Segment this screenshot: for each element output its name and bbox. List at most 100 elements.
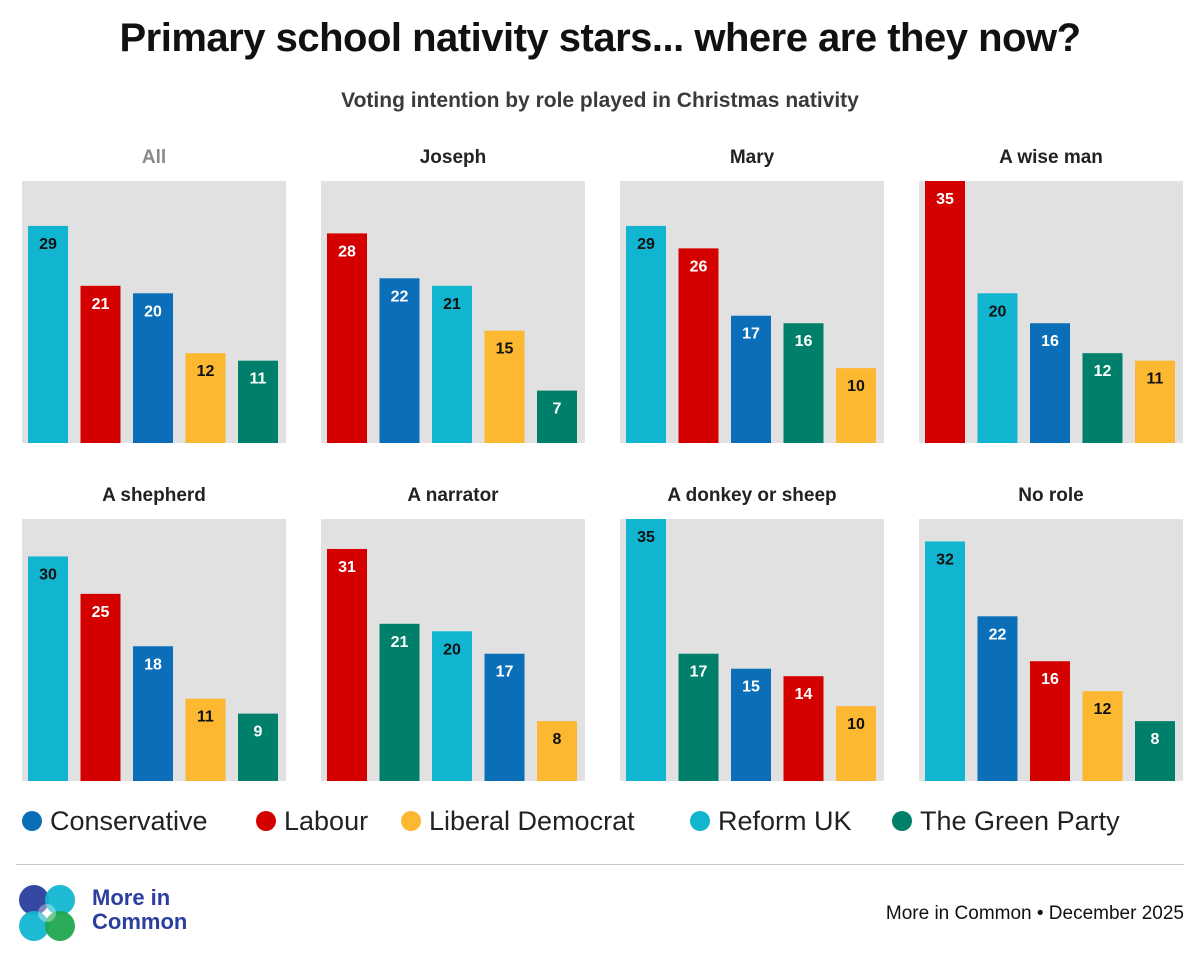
bar-conservative — [731, 315, 771, 443]
bar-value-label: 12 — [197, 363, 215, 380]
panel-title-wise-man: A wise man — [999, 147, 1103, 168]
footer-divider — [16, 864, 1184, 865]
bar-value-label: 22 — [989, 626, 1007, 643]
bar-reform-uk — [28, 556, 68, 781]
bar-value-label: 8 — [553, 731, 562, 748]
logo-line-2: Common — [92, 909, 188, 934]
bar-labour — [327, 548, 367, 781]
bar-the-green-party — [537, 390, 577, 443]
bar-value-label: 10 — [847, 716, 865, 733]
panel-mary: 29 26 17 16 10 — [620, 181, 884, 443]
bar-value-label: 11 — [197, 709, 214, 726]
panel-title-all: All — [141, 147, 167, 168]
chart-subtitle: Voting intention by role played in Chris… — [341, 89, 859, 112]
panel-joseph: 28 22 21 15 7 — [321, 181, 585, 443]
bar-reform-uk — [925, 541, 965, 781]
bar-the-green-party — [238, 360, 278, 443]
bar-liberal-democrat — [1082, 691, 1123, 781]
panel-all: 29 21 20 12 11 — [22, 181, 286, 443]
bar-value-label: 29 — [637, 236, 655, 253]
legend-swatch-conservative — [22, 811, 42, 831]
bar-value-label: 25 — [92, 604, 110, 621]
panel-narrator: 31 21 20 17 8 — [321, 519, 585, 781]
bar-value-label: 20 — [443, 641, 461, 658]
legend-label: Labour — [284, 805, 369, 836]
legend-label: Liberal Democrat — [429, 805, 635, 836]
bar-value-label: 20 — [989, 303, 1007, 320]
bar-reform-uk — [626, 519, 666, 781]
bar-value-label: 12 — [1094, 701, 1112, 718]
bar-value-label: 18 — [144, 656, 162, 673]
bar-liberal-democrat — [836, 368, 876, 443]
bar-value-label: 16 — [795, 333, 813, 350]
bar-value-label: 14 — [795, 686, 813, 703]
bar-value-label: 28 — [338, 243, 356, 260]
legend-swatch-green-party — [892, 811, 912, 831]
panel-title-shepherd: A shepherd — [102, 485, 206, 506]
bar-value-label: 15 — [496, 341, 514, 358]
panel-title-narrator: A narrator — [407, 485, 499, 506]
bar-liberal-democrat — [1135, 360, 1175, 443]
bar-conservative — [977, 616, 1018, 781]
bar-the-green-party — [1135, 721, 1175, 781]
bar-value-label: 11 — [250, 371, 267, 388]
bar-value-label: 21 — [92, 296, 110, 313]
bar-value-label: 7 — [553, 401, 562, 418]
bar-chart-joseph: 28 22 21 15 7 — [327, 233, 577, 443]
bar-chart-a-donkey-or-sheep: 35 17 15 14 10 — [626, 519, 876, 781]
panel-title-joseph: Joseph — [419, 147, 487, 168]
more-in-common-logo-icon — [19, 885, 75, 941]
bar-labour — [80, 593, 121, 781]
bar-chart-no-role: 32 22 16 12 8 — [925, 541, 1175, 781]
bar-chart-a-narrator: 31 21 20 17 8 — [327, 548, 577, 781]
bar-reform-uk — [626, 225, 666, 443]
legend-swatch-liberal-democrat — [401, 811, 421, 831]
bar-value-label: 12 — [1094, 363, 1112, 380]
legend-item-reform-uk: Reform UK — [690, 801, 852, 841]
bar-reform-uk — [977, 293, 1018, 443]
legend-item-liberal-democrat: Liberal Democrat — [401, 801, 635, 841]
legend-swatch-reform-uk — [690, 811, 710, 831]
bar-value-label: 32 — [936, 551, 954, 568]
bar-value-label: 20 — [144, 303, 162, 320]
bar-reform-uk — [28, 225, 68, 443]
bar-value-label: 21 — [443, 296, 461, 313]
bar-value-label: 16 — [1041, 671, 1059, 688]
legend-item-green-party: The Green Party — [892, 801, 1120, 841]
bar-value-label: 17 — [690, 664, 708, 681]
panel-title-no-role: No role — [1018, 485, 1084, 506]
bar-liberal-democrat — [185, 698, 226, 781]
legend-label: The Green Party — [920, 805, 1120, 836]
panel-title-mary: Mary — [729, 147, 775, 168]
bar-liberal-democrat — [537, 721, 577, 781]
bar-liberal-democrat — [185, 353, 226, 443]
legend-item-conservative: Conservative — [22, 801, 208, 841]
bar-conservative — [379, 278, 420, 443]
bar-labour — [327, 233, 367, 443]
bar-conservative — [731, 668, 771, 781]
bar-value-label: 21 — [391, 634, 409, 651]
bar-the-green-party — [379, 623, 420, 781]
bar-value-label: 31 — [338, 559, 356, 576]
panel-donkey-or-sheep: 35 17 15 14 10 — [620, 519, 884, 781]
bar-chart-a-wise-man: 35 20 16 12 11 — [925, 181, 1175, 443]
bar-the-green-party — [1082, 353, 1123, 443]
bar-chart-mary: 29 26 17 16 10 — [626, 225, 876, 443]
source-note: More in Common • December 2025 — [885, 903, 1184, 924]
panel-shepherd: 30 25 18 11 9 — [22, 519, 286, 781]
bar-chart-all: 29 21 20 12 11 — [28, 225, 278, 443]
logo-line-1: More in — [92, 885, 171, 910]
bar-the-green-party — [678, 653, 719, 781]
bar-the-green-party — [238, 713, 278, 781]
bar-conservative — [1030, 323, 1070, 443]
bar-value-label: 8 — [1151, 731, 1160, 748]
legend-label: Reform UK — [718, 805, 852, 836]
bar-value-label: 30 — [39, 566, 57, 583]
chart-title: Primary school nativity stars... where a… — [119, 16, 1081, 60]
legend-swatch-labour — [256, 811, 276, 831]
bar-value-label: 10 — [847, 378, 865, 395]
bar-labour — [678, 248, 719, 443]
bar-conservative — [133, 646, 173, 781]
bar-labour — [1030, 661, 1070, 781]
bar-value-label: 22 — [391, 288, 409, 305]
